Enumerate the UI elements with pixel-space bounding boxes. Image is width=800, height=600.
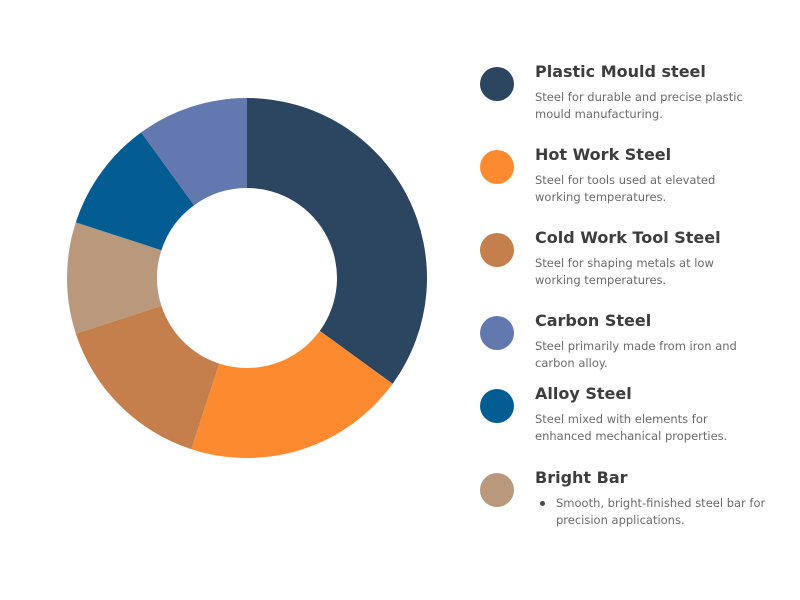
legend-swatch-plastic-mould-steel bbox=[480, 67, 514, 101]
donut-slice-hot-work-steel bbox=[191, 330, 393, 458]
legend-description: Steel for shaping metals at low working … bbox=[535, 256, 714, 287]
donut-slice-alloy-steel bbox=[75, 132, 195, 251]
donut-chart bbox=[67, 98, 427, 458]
legend-description: Steel primarily made from iron and carbo… bbox=[535, 339, 737, 370]
legend-description: Steel mixed with elements for enhanced m… bbox=[535, 412, 728, 443]
legend-swatch-alloy-steel bbox=[480, 389, 514, 423]
bullet-icon bbox=[540, 501, 545, 506]
legend-title: Hot Work Steel bbox=[535, 145, 672, 164]
legend-title: Cold Work Tool Steel bbox=[535, 228, 721, 247]
donut-slice-bright-bar bbox=[67, 222, 162, 334]
legend-title: Plastic Mould steel bbox=[535, 62, 706, 81]
legend-description: Smooth, bright-finished steel bar for pr… bbox=[556, 496, 766, 527]
legend-swatch-hot-work-steel bbox=[480, 150, 514, 184]
legend-title: Carbon Steel bbox=[535, 311, 652, 330]
legend-swatch-cold-work-tool-steel bbox=[480, 233, 514, 267]
legend-title: Bright Bar bbox=[535, 468, 628, 487]
donut-slice-carbon-steel bbox=[141, 98, 247, 206]
legend-title: Alloy Steel bbox=[535, 384, 632, 403]
legend-swatch-bright-bar bbox=[480, 473, 514, 507]
donut-slice-cold-work-tool-steel bbox=[75, 305, 220, 450]
donut-slice-plastic-mould-steel bbox=[247, 98, 427, 384]
legend-swatch-carbon-steel bbox=[480, 316, 514, 350]
legend-description: Steel for durable and precise plastic mo… bbox=[535, 90, 743, 121]
legend-description: Steel for tools used at elevated working… bbox=[535, 173, 716, 204]
